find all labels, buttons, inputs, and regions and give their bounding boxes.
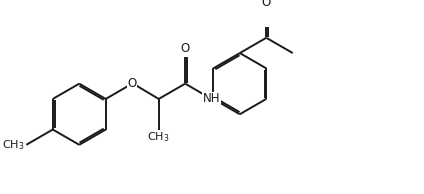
Text: O: O	[181, 42, 190, 55]
Text: CH$_3$: CH$_3$	[148, 131, 170, 144]
Text: O: O	[128, 77, 137, 90]
Text: NH: NH	[203, 93, 220, 106]
Text: CH$_3$: CH$_3$	[2, 138, 24, 152]
Text: O: O	[262, 0, 271, 9]
